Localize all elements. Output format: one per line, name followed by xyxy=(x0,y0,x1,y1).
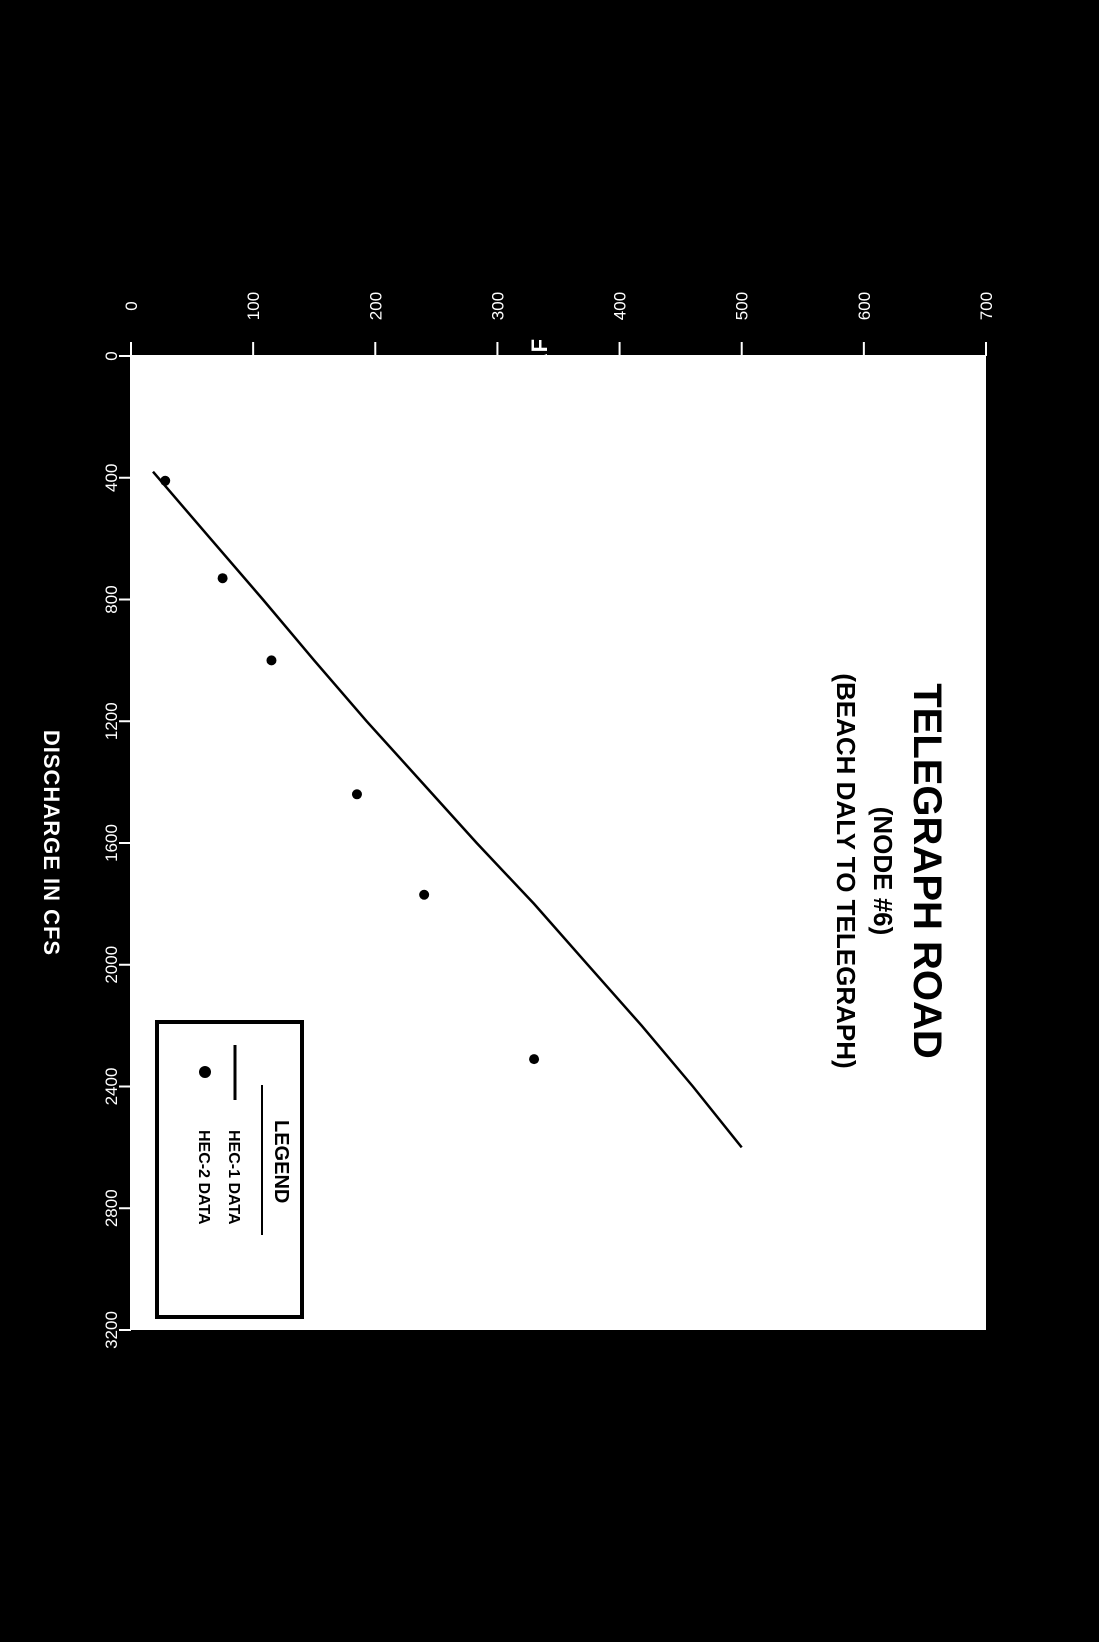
legend-title: LEGEND xyxy=(270,1120,292,1203)
y-axis-title: STORAGE IN AF xyxy=(527,338,552,522)
x-axis-title: DISCHARGE IN CFS xyxy=(39,730,64,956)
legend-dot-marker xyxy=(199,1066,211,1078)
series-layer xyxy=(152,470,743,1149)
plot-background xyxy=(131,356,986,1330)
chart-subtitle-reach: (BEACH DALY TO TELEGRAPH) xyxy=(831,673,861,1068)
x-tick-label: 2800 xyxy=(102,1189,121,1227)
y-tick-label: 700 xyxy=(977,292,996,320)
x-tick-label: 0 xyxy=(102,351,121,360)
legend-label-hec2: HEC-2 DATA xyxy=(195,1130,212,1225)
data-point-hec2 xyxy=(217,573,228,584)
y-tick-label: 200 xyxy=(366,292,385,320)
legend-label-hec1: HEC-1 DATA xyxy=(225,1130,242,1225)
y-tick-label: 400 xyxy=(611,292,630,320)
chart-title: TELEGRAPH ROAD xyxy=(905,683,949,1059)
x-tick-label: 2400 xyxy=(102,1068,121,1106)
axes: 0 400 800 1200 1600 2000 2400 2800 3200 0 100 200 30… xyxy=(102,292,996,1349)
y-tick-label: 300 xyxy=(488,292,507,320)
y-tick-label: 100 xyxy=(244,292,263,320)
y-tick-label: 600 xyxy=(855,292,874,320)
chart-subtitle-node: (NODE #6) xyxy=(868,807,898,936)
data-point-hec2 xyxy=(160,475,171,486)
x-tick-label: 800 xyxy=(102,585,121,613)
legend: LEGEND HEC-1 DATA HEC-2 DATA xyxy=(155,1020,304,1319)
x-tick-label: 1600 xyxy=(102,824,121,862)
y-tick-label: 500 xyxy=(733,292,752,320)
data-point-hec2 xyxy=(351,789,362,800)
x-tick-label: 1200 xyxy=(102,702,121,740)
x-tick-label: 400 xyxy=(102,464,121,492)
x-tick-label: 2000 xyxy=(102,946,121,984)
y-tick-label: 0 xyxy=(122,301,141,310)
x-tick-label: 3200 xyxy=(102,1311,121,1349)
data-point-hec2 xyxy=(529,1054,540,1065)
series-line-hec1 xyxy=(152,470,743,1149)
data-point-hec2 xyxy=(266,655,277,666)
data-point-hec2 xyxy=(419,889,430,900)
legend-box xyxy=(155,1020,304,1319)
